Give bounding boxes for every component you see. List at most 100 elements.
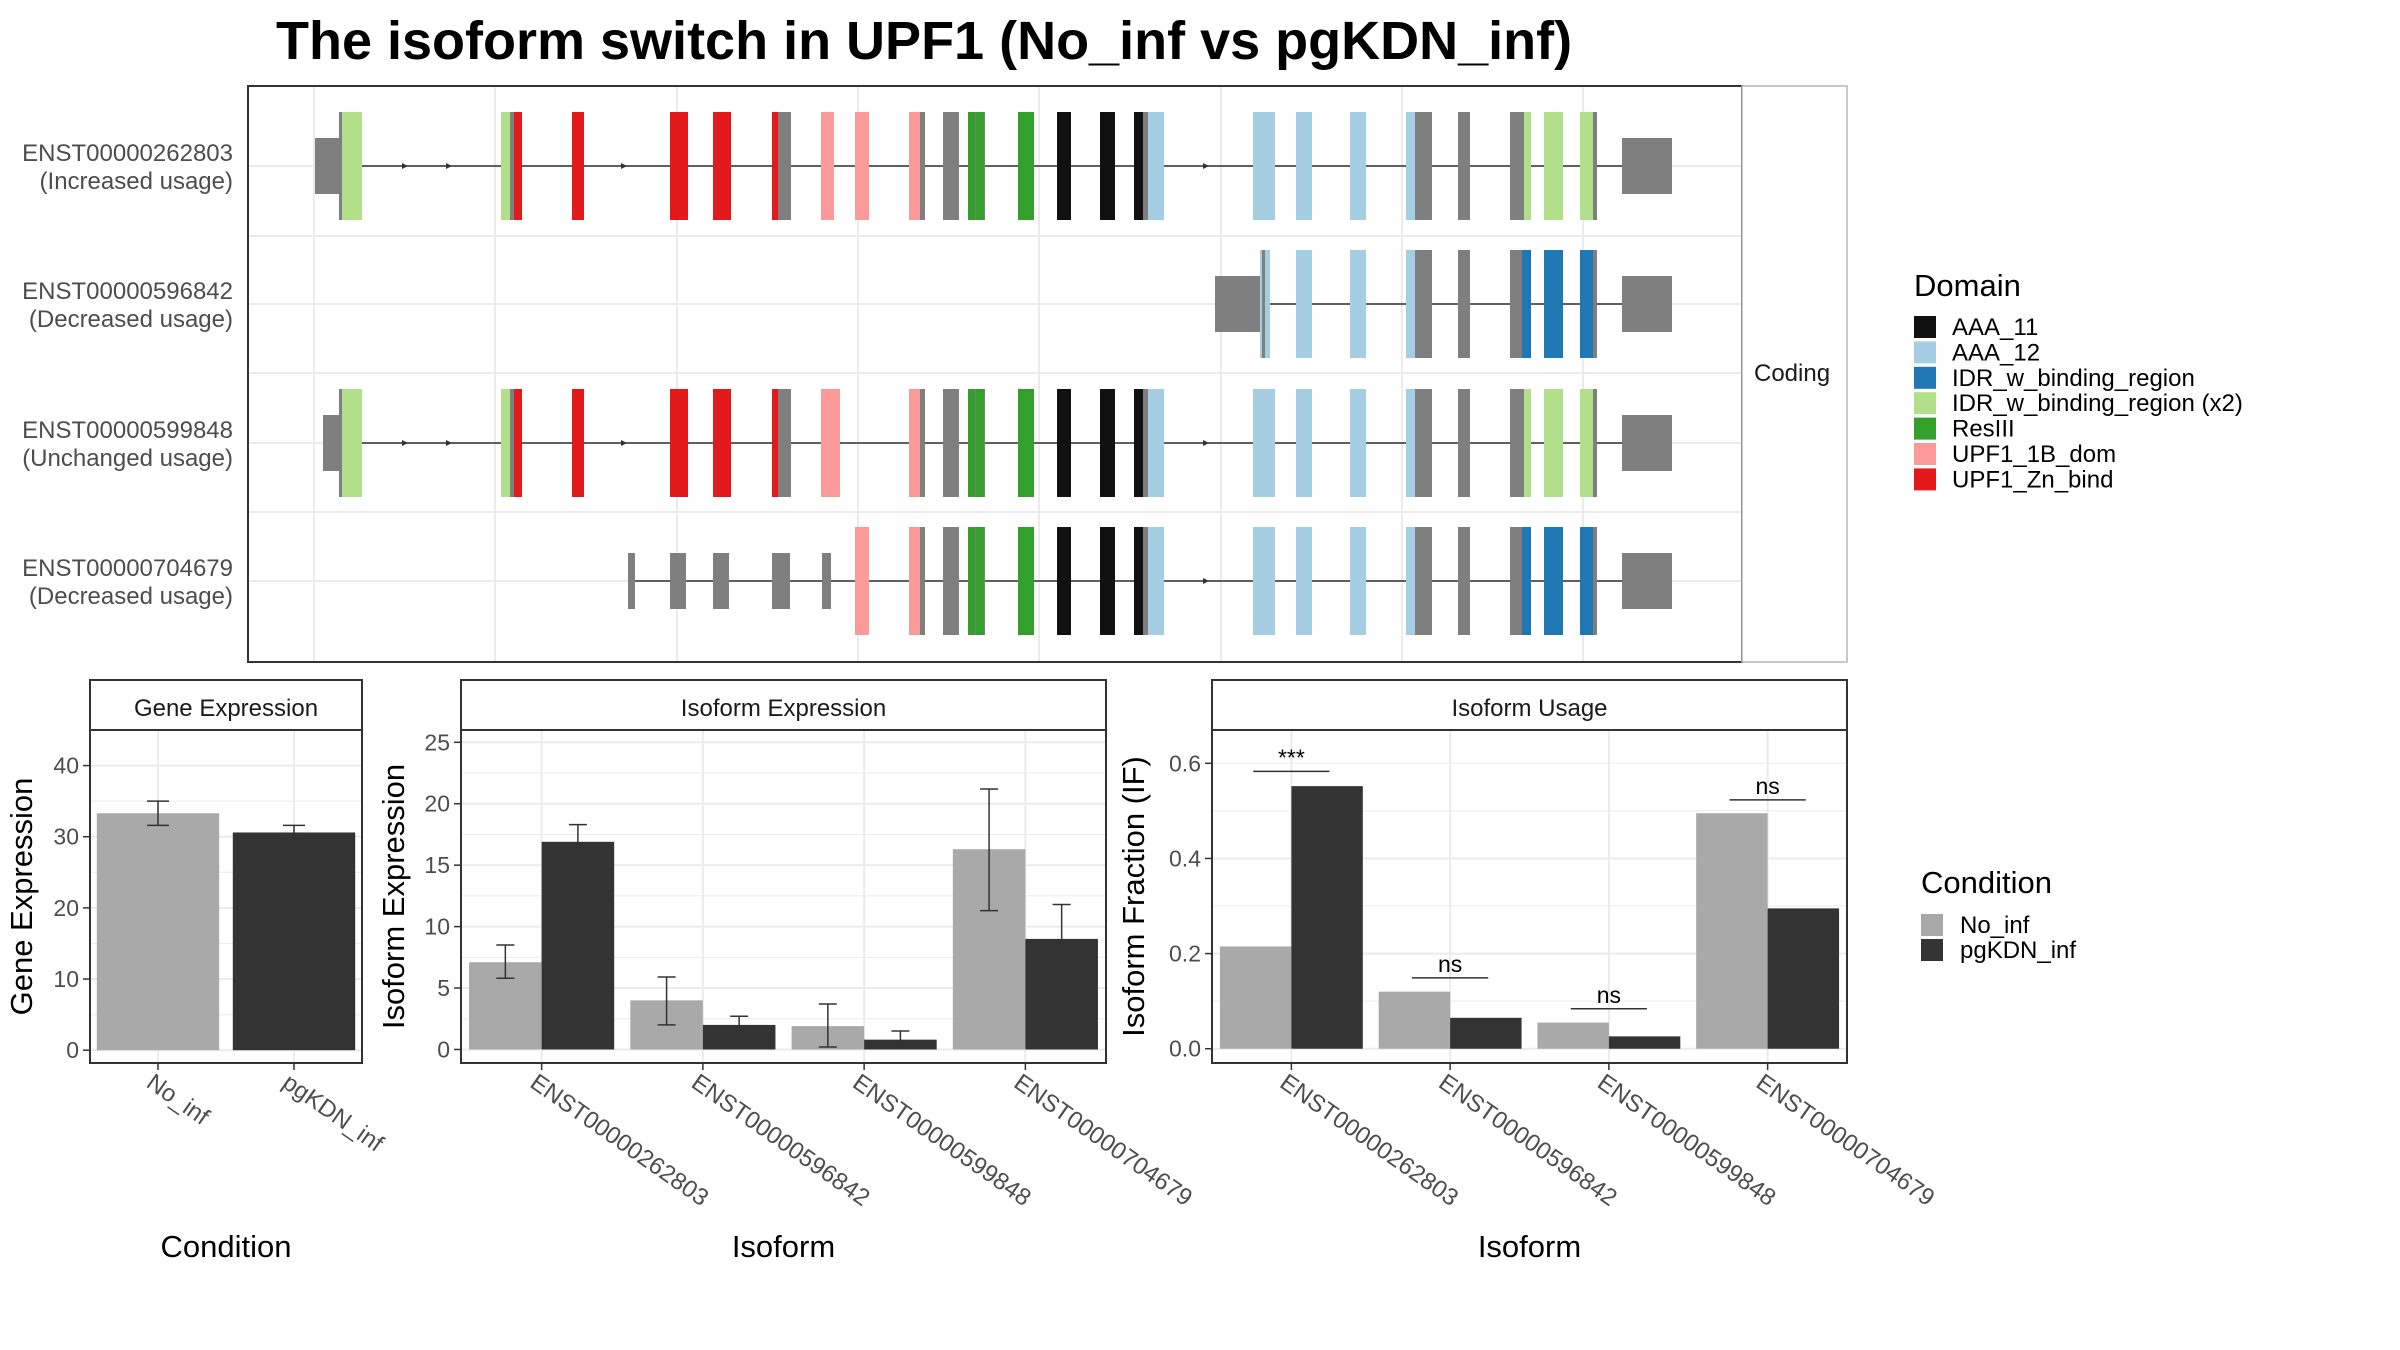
- exon: [821, 112, 834, 220]
- chart-panel-3: 0.00.20.40.6 ***nsnsnsENST00000262803ENST…: [1116, 679, 1939, 1264]
- panel-title: Isoform Usage: [1451, 695, 1607, 722]
- exon: [323, 415, 341, 471]
- domain-legend-label: IDR_w_binding_region: [1952, 365, 2195, 392]
- exon: [1253, 527, 1275, 635]
- transcript-ENST00000596842: [1215, 250, 1672, 358]
- domain-legend-label: ResIII: [1952, 416, 2015, 443]
- x-tick-label: ENST00000704679: [1009, 1069, 1197, 1212]
- exon: [1593, 112, 1597, 220]
- exon: [1524, 112, 1531, 220]
- exon: [1593, 250, 1597, 358]
- domain-legend-key: [1914, 392, 1936, 415]
- bar: [1450, 1017, 1522, 1049]
- exon: [1580, 527, 1596, 635]
- exon: [1253, 112, 1275, 220]
- y-axis-title: Isoform Expression: [376, 764, 411, 1029]
- exon: [1622, 415, 1672, 471]
- bar: [96, 813, 220, 1051]
- condition-legend-title: Condition: [1921, 865, 2052, 900]
- exon: [1458, 389, 1470, 497]
- exon: [1134, 527, 1143, 635]
- x-tick-label: ENST00000599848: [848, 1069, 1036, 1212]
- exon: [1350, 389, 1366, 497]
- transcript-id-label: ENST00000599848: [22, 417, 233, 444]
- exon: [670, 112, 688, 220]
- transcript-usage-label: (Increased usage): [40, 168, 233, 195]
- transcript-ENST00000599848: [323, 389, 1672, 497]
- y-tick-label: 0.0: [1169, 1036, 1201, 1062]
- strand-arrow: [1203, 578, 1209, 584]
- exon: [976, 527, 984, 635]
- exon: [1415, 527, 1432, 635]
- strand-arrow: [621, 440, 627, 446]
- strand-arrow: [621, 163, 627, 169]
- exon: [822, 553, 831, 609]
- domain-legend-label: AAA_11: [1952, 314, 2038, 341]
- y-tick-label: 40: [53, 753, 79, 779]
- strand-arrow: [1203, 440, 1209, 446]
- exon: [1580, 389, 1596, 497]
- exon: [1262, 250, 1265, 358]
- exon: [1057, 112, 1071, 220]
- domain-legend-key: [1914, 443, 1936, 465]
- exon: [501, 389, 511, 497]
- exon: [1415, 250, 1432, 358]
- domain-legend-label: UPF1_Zn_bind: [1952, 466, 2113, 493]
- strand-arrow: [402, 440, 408, 446]
- domain-legend-label: UPF1_1B_dom: [1952, 441, 2116, 468]
- exon: [670, 553, 686, 609]
- exon: [713, 553, 729, 609]
- transcript-id-label: ENST00000596842: [22, 278, 233, 305]
- domain-legend-key: [1914, 417, 1936, 440]
- y-tick-label: 0.6: [1169, 750, 1201, 776]
- chart-panel-1: 0 10 20 30 40 No_inf pgKDN_inf Gene Expression C…: [4, 679, 388, 1264]
- x-axis-title: Isoform: [732, 1229, 835, 1264]
- x-axis-title: Isoform: [1478, 1229, 1581, 1264]
- exon: [1544, 527, 1563, 635]
- y-tick-label: 0: [437, 1036, 450, 1062]
- exon: [968, 527, 975, 635]
- bar: [1696, 813, 1768, 1049]
- exon: [501, 112, 511, 220]
- exon: [1350, 250, 1366, 358]
- exon: [1622, 138, 1672, 194]
- strand-arrow: [1203, 163, 1209, 169]
- y-tick-label: 0.4: [1169, 845, 1201, 871]
- exon: [510, 112, 514, 220]
- exon: [1134, 389, 1143, 497]
- bar: [232, 832, 356, 1051]
- y-tick-label: 10: [53, 966, 79, 992]
- bar: [1219, 946, 1292, 1049]
- exon: [339, 112, 342, 220]
- exon: [1458, 250, 1470, 358]
- panel-title: Gene Expression: [134, 695, 318, 722]
- domain-legend-key: [1914, 316, 1936, 338]
- x-tick-label: ENST00000262803: [525, 1069, 713, 1212]
- transcript-ENST00000262803: [315, 112, 1672, 220]
- panel-strip: [1211, 679, 1848, 731]
- exon: [772, 389, 778, 497]
- strand-arrow: [446, 163, 452, 169]
- significance-label: ns: [1597, 982, 1621, 1008]
- exon: [1215, 276, 1263, 332]
- exon: [628, 553, 635, 609]
- y-tick-label: 20: [424, 791, 450, 817]
- exon: [920, 112, 925, 220]
- exon: [1143, 112, 1148, 220]
- exon: [822, 389, 840, 497]
- bar: [1378, 991, 1451, 1049]
- x-tick-label: No_inf: [142, 1069, 215, 1131]
- exon: [1100, 527, 1115, 635]
- x-axis-title: Condition: [161, 1229, 292, 1264]
- exon: [920, 389, 925, 497]
- exon: [1143, 527, 1148, 635]
- panel-strip: [460, 679, 1107, 731]
- panel-strip: [89, 679, 363, 731]
- exon: [1057, 389, 1071, 497]
- exon: [943, 112, 959, 220]
- condition-legend-key: [1921, 914, 1943, 936]
- facet-strip: [1741, 85, 1848, 663]
- facet-label: Coding: [1754, 360, 1830, 387]
- exon: [1018, 527, 1034, 635]
